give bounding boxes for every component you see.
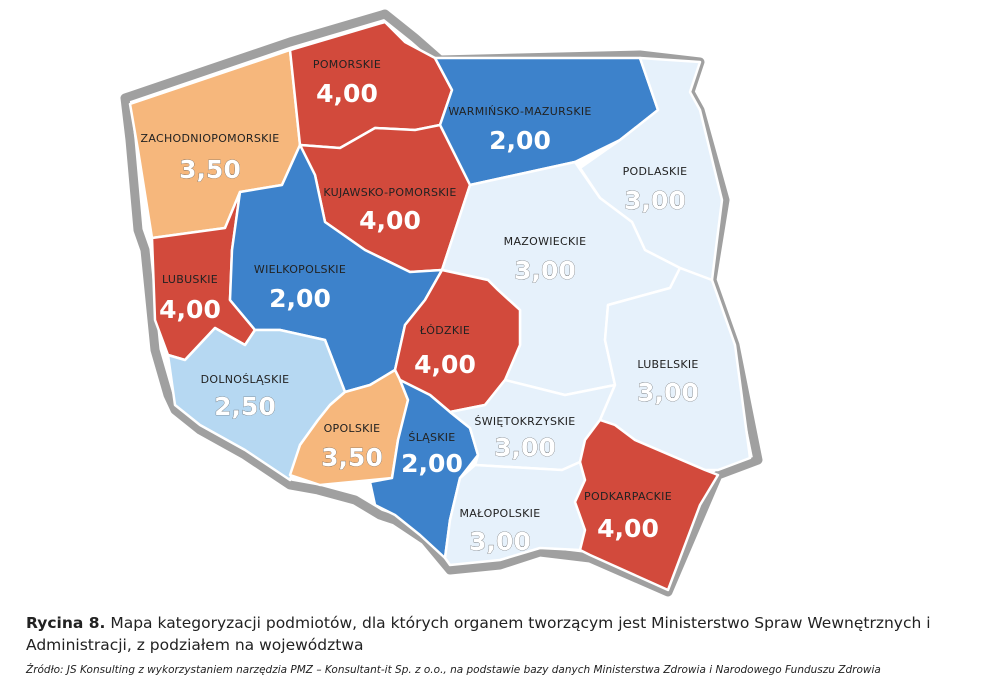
region-name-lubelskie: LUBELSKIE <box>637 358 698 371</box>
region-name-opolskie: OPOLSKIE <box>324 422 381 435</box>
region-value-zachodniopomorskie: 3,50 <box>179 155 241 184</box>
region-value-mazowieckie: 3,00 <box>514 256 576 285</box>
region-name-kujawsko-pomorskie: KUJAWSKO-POMORSKIE <box>323 186 456 199</box>
region-name-malopolskie: MAŁOPOLSKIE <box>460 507 541 520</box>
region-name-dolnoslaskie: DOLNOŚLĄSKIE <box>201 373 290 386</box>
region-value-warminsko-mazurskie: 2,00 <box>489 126 551 155</box>
region-podkarpackie[interactable] <box>573 418 720 592</box>
region-value-lubelskie: 3,00 <box>637 378 699 407</box>
region-name-zachodniopomorskie: ZACHODNIOPOMORSKIE <box>141 132 280 145</box>
region-name-wielkopolskie: WIELKOPOLSKIE <box>254 263 346 276</box>
region-value-lodzkie: 4,00 <box>414 350 476 379</box>
region-name-lubuskie: LUBUSKIE <box>162 273 218 286</box>
region-value-malopolskie: 3,00 <box>469 527 531 556</box>
figure-source: Źródło: JS Konsulting z wykorzystaniem n… <box>26 664 881 676</box>
region-value-podkarpackie: 4,00 <box>597 514 659 543</box>
region-value-pomorskie: 4,00 <box>316 79 378 108</box>
region-name-lodzkie: ŁÓDZKIE <box>419 324 470 337</box>
region-name-swietokrzyskie: ŚWIĘTOKRZYSKIE <box>474 415 575 428</box>
poland-voivodeship-map: ZACHODNIOPOMORSKIE 3,50 POMORSKIE 4,00 WARMI… <box>120 9 763 597</box>
region-name-mazowieckie: MAZOWIECKIE <box>504 235 587 248</box>
region-value-kujawsko-pomorskie: 4,00 <box>359 206 421 235</box>
region-name-pomorskie: POMORSKIE <box>313 58 381 71</box>
region-value-podlaskie: 3,00 <box>624 186 686 215</box>
region-value-slaskie: 2,00 <box>401 449 463 478</box>
region-name-podkarpackie: PODKARPACKIE <box>584 490 672 503</box>
region-value-wielkopolskie: 2,00 <box>269 284 331 313</box>
region-name-slaskie: ŚLĄSKIE <box>408 431 455 444</box>
region-value-opolskie: 3,50 <box>321 443 383 472</box>
region-value-dolnoslaskie: 2,50 <box>214 392 276 421</box>
figure-caption: Rycina 8. Mapa kategoryzacji podmiotów, … <box>26 612 986 656</box>
figure-caption-text: Mapa kategoryzacji podmiotów, dla któryc… <box>26 614 931 654</box>
figure-label: Rycina 8. <box>26 614 106 632</box>
region-lubelskie[interactable] <box>598 266 752 472</box>
region-value-lubuskie: 4,00 <box>159 295 221 324</box>
region-name-warminsko-mazurskie: WARMIŃSKO-MAZURSKIE <box>448 105 591 118</box>
region-name-podlaskie: PODLASKIE <box>623 165 688 178</box>
region-value-swietokrzyskie: 3,00 <box>494 433 556 462</box>
